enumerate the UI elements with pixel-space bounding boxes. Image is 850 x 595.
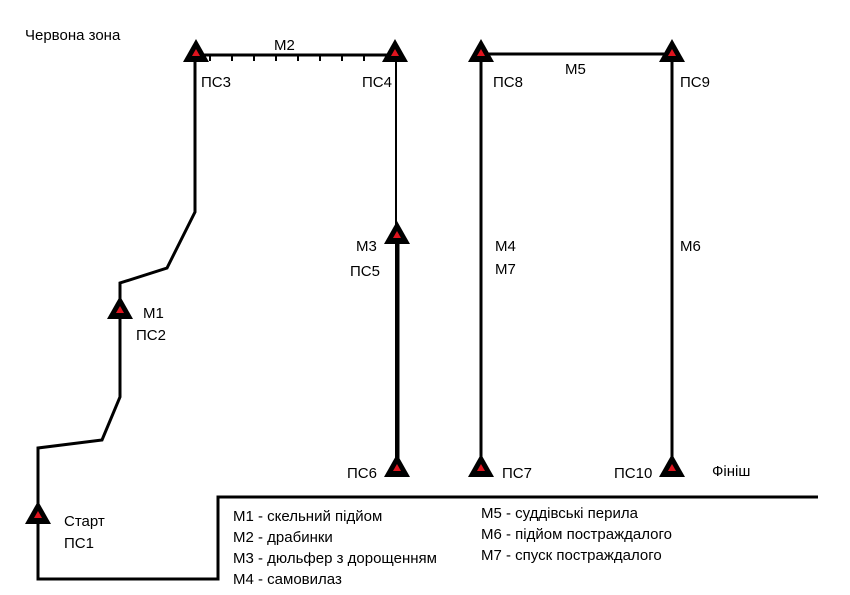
route-start-to-ps3 — [36, 52, 197, 515]
station-label-ps8: ПС8 — [493, 74, 523, 91]
legend-item-m6: М6 - підйом постраждалого — [481, 526, 672, 543]
stage-label-m5: М5 — [565, 61, 586, 78]
stage-label-m1: М1 — [143, 305, 164, 322]
station-marker-ps4 — [382, 39, 408, 62]
legend-item-m5: М5 - суддівські перила — [481, 505, 638, 522]
station-marker-ps9 — [659, 39, 685, 62]
station-marker-ps2 — [107, 296, 133, 319]
stage-label-m4: М4 — [495, 238, 516, 255]
legend-item-m1: М1 - скельний підйом — [233, 508, 383, 525]
station-marker-ps7 — [468, 454, 494, 477]
legend-item-m7: М7 - спуск постраждалого — [481, 547, 662, 564]
station-name-finish: Фініш — [712, 463, 750, 480]
station-label-ps7: ПС7 — [502, 465, 532, 482]
legend-frame — [36, 495, 818, 581]
station-label-ps4: ПС4 — [362, 74, 392, 91]
zone-label: Червона зона — [25, 27, 121, 44]
station-label-ps3: ПС3 — [201, 74, 231, 91]
stage-label-m3: М3 — [356, 238, 377, 255]
station-marker-ps6 — [384, 454, 410, 477]
station-marker-ps10 — [659, 454, 685, 477]
stage-label-m2: М2 — [274, 37, 295, 54]
station-name-start: Старт — [64, 513, 105, 530]
station-label-ps10: ПС10 — [614, 465, 652, 482]
station-label-ps6: ПС6 — [347, 465, 377, 482]
station-marker-ps5 — [384, 221, 410, 244]
station-marker-ps3 — [183, 39, 209, 62]
legend-item-m2: М2 - драбинки — [233, 529, 333, 546]
stage-label-m6: М6 — [680, 238, 701, 255]
ladder-m2-rungs — [209, 55, 365, 61]
station-label-ps2: ПС2 — [136, 327, 166, 344]
legend-item-m3: М3 - дюльфер з дорощенням — [233, 550, 437, 567]
station-marker-ps1 — [25, 501, 51, 524]
station-label-ps5: ПС5 — [350, 263, 380, 280]
legend-left: М1 - скельний підйом М2 - драбинки М3 - … — [233, 506, 437, 590]
legend-item-m4: М4 - самовилаз — [233, 571, 342, 588]
legend-right: М5 - суддівські перила М6 - підйом постр… — [481, 503, 672, 566]
station-label-ps1: ПС1 — [64, 535, 94, 552]
stage-label-m7: М7 — [495, 261, 516, 278]
station-marker-ps8 — [468, 39, 494, 62]
station-label-ps9: ПС9 — [680, 74, 710, 91]
